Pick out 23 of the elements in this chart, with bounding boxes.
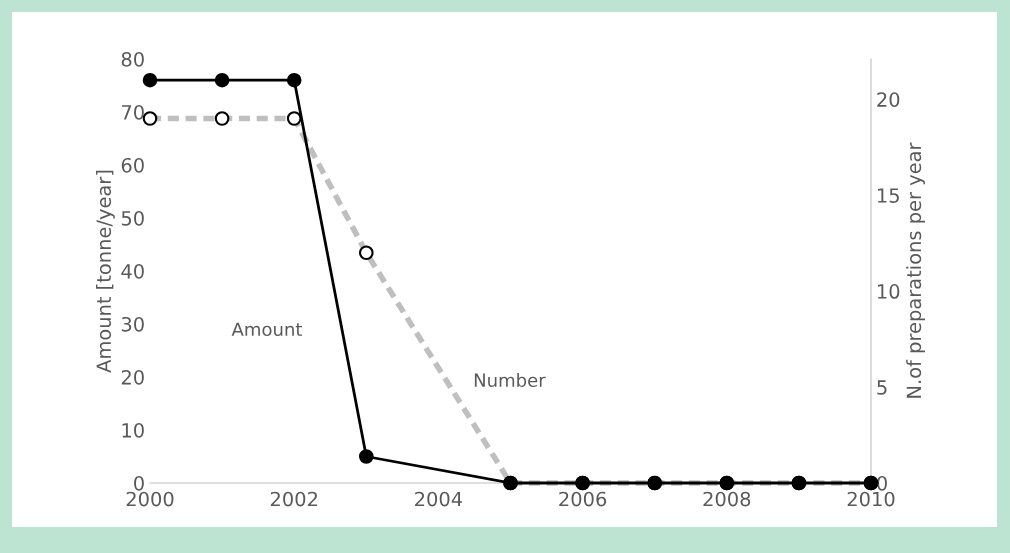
y-tick-label: 50 xyxy=(121,210,144,226)
x-tick-label: 2006 xyxy=(559,491,607,507)
text: Amount xyxy=(231,322,303,337)
y-tick-label: 10 xyxy=(122,422,144,438)
x-tick-label: 2004 xyxy=(415,491,463,507)
y-tick-label: 30 xyxy=(121,316,144,332)
y-tick-label: 40 xyxy=(121,263,144,279)
y2-axis-title: N.of preparations per year xyxy=(906,142,925,398)
y2-tick-label: 15 xyxy=(878,188,899,203)
y-tick-label: 80 xyxy=(121,51,144,67)
x-tick-label: 2002 xyxy=(270,491,317,507)
x-tick-label: 2008 xyxy=(703,491,751,507)
y-tick-label: 20 xyxy=(121,369,144,385)
y-axis-title: Amount [tonne/year] xyxy=(96,170,115,373)
y2-tick-label: 20 xyxy=(877,92,900,107)
x-tick-label: 2000 xyxy=(126,491,174,507)
y2-tick-label: 5 xyxy=(877,380,887,395)
x-tick-label: 2010 xyxy=(847,491,895,507)
y-tick-label: 70 xyxy=(121,104,144,120)
y-tick-label: 0 xyxy=(134,475,144,491)
y2-tick-label: 10 xyxy=(878,284,900,299)
y-tick-label: 60 xyxy=(121,157,144,173)
series-label: Number xyxy=(474,373,546,388)
